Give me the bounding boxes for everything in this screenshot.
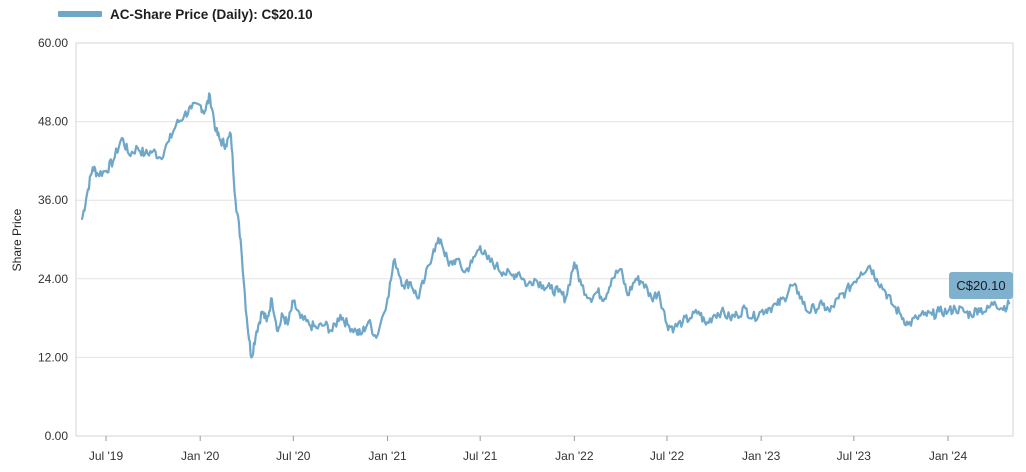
legend-label: AC-Share Price (Daily): C$20.10	[110, 6, 313, 22]
grid-lines	[76, 42, 1013, 437]
x-tick-label: Jul '23	[837, 449, 872, 463]
y-tick-label: 12.00	[38, 350, 68, 364]
x-tick-label: Jul '22	[650, 449, 685, 463]
chart-legend: AC-Share Price (Daily): C$20.10	[58, 4, 313, 24]
x-tick-label: Jul '21	[463, 449, 498, 463]
x-tick-label: Jul '20	[276, 449, 311, 463]
x-tick-label: Jan '24	[929, 449, 968, 463]
legend-swatch	[58, 11, 102, 17]
last-price-tooltip: C$20.10	[949, 272, 1013, 299]
y-tick-label: 48.00	[38, 115, 68, 129]
tooltip-label: C$20.10	[956, 278, 1005, 293]
price-series-line	[80, 92, 1011, 359]
y-tick-label: 60.00	[38, 36, 68, 50]
x-tick-label: Jan '23	[742, 449, 781, 463]
y-axis-label: Share Price	[10, 208, 24, 271]
y-tick-label: 24.00	[38, 272, 68, 286]
y-axis-ticks: 0.00 12.00 24.00 36.00 48.00 60.00	[38, 36, 68, 443]
y-tick-label: 0.00	[45, 429, 69, 443]
x-tick-label: Jan '21	[368, 449, 407, 463]
x-tick-label: Jan '20	[181, 449, 220, 463]
tooltip-box	[949, 272, 1013, 299]
y-tick-label: 36.00	[38, 193, 68, 207]
x-tick-label: Jul '19	[89, 449, 124, 463]
plot-frame	[75, 42, 1014, 437]
x-axis-ticks: Jul '19 Jan '20 Jul '20 Jan '21 Jul '21 Jan '…	[89, 436, 968, 463]
x-tick-label: Jan '22	[555, 449, 594, 463]
